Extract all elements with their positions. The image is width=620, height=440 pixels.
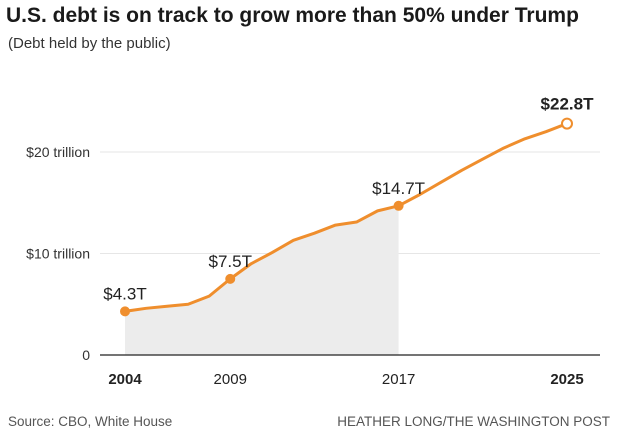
data-label: $14.7T [372,179,425,198]
annotation-marker [393,200,404,211]
data-point [439,181,442,184]
x-tick-label: 2009 [214,371,247,388]
shaded-area [125,205,399,355]
data-point [186,303,190,306]
y-tick-label: 0 [82,347,90,363]
data-point [271,251,274,254]
data-point [292,239,295,242]
data-point [144,307,148,310]
data-point [334,223,337,227]
annotation-marker [225,273,236,284]
annotation-marker [120,306,130,317]
data-label: $7.5T [208,252,251,271]
annotation-marker [561,117,573,130]
data-point [523,137,527,141]
x-tick-label: 2017 [382,371,415,388]
data-point [355,220,358,224]
data-label: $4.3T [103,284,146,303]
data-label: $22.8T [541,95,595,114]
data-point [250,262,253,265]
data-point [481,157,485,161]
y-tick-label: $20 trillion [26,144,90,160]
data-point [502,146,506,150]
source-note: Source: CBO, White House [8,414,173,429]
data-point [544,130,548,133]
chart-title: U.S. debt is on track to grow more than … [6,4,579,27]
data-point [460,169,463,172]
x-tick-label: 2025 [550,371,583,388]
y-tick-label: $10 trillion [26,246,90,262]
data-point [165,305,169,308]
data-point [207,294,211,298]
x-tick-label: 2004 [108,371,142,388]
series-line [123,122,569,313]
data-point [418,193,421,196]
credit-note: HEATHER LONG/THE WASHINGTON POST [337,414,610,429]
chart-subtitle: (Debt held by the public) [8,35,171,52]
data-point [376,209,379,213]
data-point [313,232,316,235]
